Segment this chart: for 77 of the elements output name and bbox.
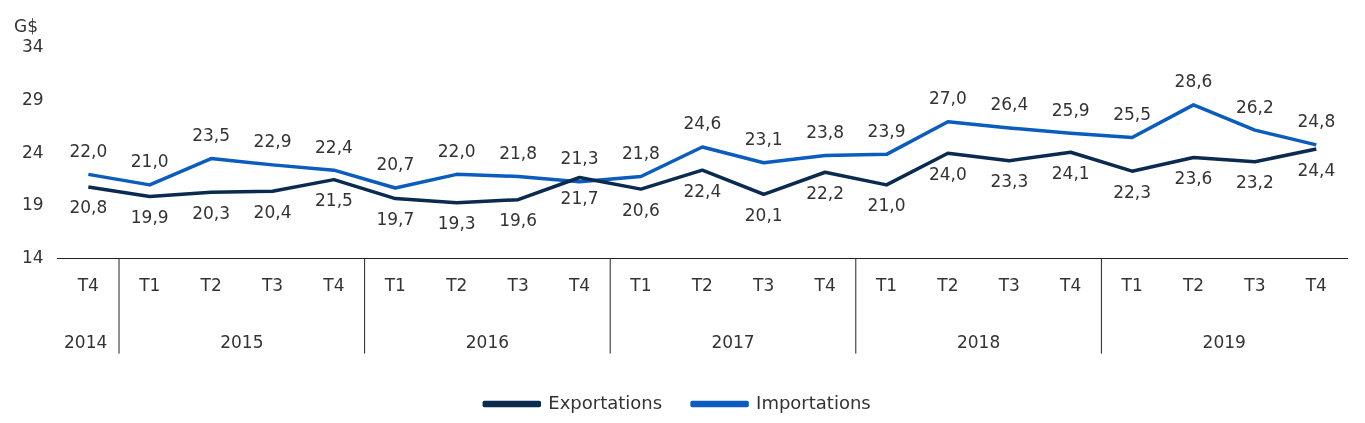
text: 2014 (64, 332, 108, 353)
x-tick-label: T3 (260, 275, 284, 296)
x-tick-label: T1 (138, 275, 161, 296)
x-tick-label: T4 (813, 275, 836, 296)
text: 2019 (1202, 332, 1246, 353)
data-label: 21,8 (499, 142, 538, 163)
text: 2016 (465, 332, 510, 353)
data-label: 24,1 (1051, 162, 1090, 183)
data-label: 22,4 (315, 136, 353, 157)
data-label: 22,0 (437, 140, 476, 161)
data-label: 19,9 (130, 206, 169, 227)
data-label: 22,9 (253, 131, 292, 152)
data-label: 21,0 (130, 151, 169, 172)
y-tick-label: 24 (21, 141, 44, 162)
x-tick-label: T1 (383, 275, 406, 296)
x-tick-label: T2 (690, 275, 713, 296)
data-label: 22,2 (806, 182, 845, 203)
legend-label: Exportations (548, 391, 663, 413)
data-label: 21,8 (621, 142, 660, 163)
data-label: 23,9 (867, 120, 906, 141)
data-label: 24,6 (683, 113, 722, 134)
x-tick-label: T4 (322, 275, 345, 296)
data-label: 19,3 (437, 213, 476, 234)
text: 2015 (220, 332, 264, 353)
x-tick-label: T1 (874, 275, 898, 296)
data-label: 21,3 (560, 148, 599, 169)
x-tick-label: T2 (1181, 275, 1205, 296)
text: 2018 (956, 332, 1001, 353)
data-label: 25,5 (1113, 103, 1152, 124)
data-label: 20,8 (69, 197, 108, 218)
data-label: 24,0 (928, 163, 967, 184)
y-axis-title: G$ (14, 16, 38, 37)
data-label: 20,3 (192, 202, 231, 223)
data-label: 27,0 (928, 88, 967, 109)
data-label: 21,7 (560, 187, 599, 208)
data-label: 24,8 (1297, 111, 1336, 132)
data-label: 20,4 (253, 201, 292, 222)
x-tick-label: T3 (506, 275, 529, 296)
data-label: 21,0 (867, 195, 906, 216)
data-label: 22,4 (683, 180, 722, 201)
data-label: 19,6 (499, 210, 538, 231)
data-label: 22,0 (69, 140, 108, 161)
x-tick-label: T3 (752, 275, 775, 296)
x-tick-label: T3 (1243, 275, 1266, 296)
x-tick-label: T1 (629, 275, 652, 296)
x-tick-label: T4 (1059, 275, 1082, 296)
legend-label: Importations (756, 391, 871, 413)
data-label: 23,6 (1174, 167, 1213, 188)
text: 2017 (711, 332, 755, 353)
data-label: 26,4 (990, 94, 1029, 115)
data-label: 23,2 (1235, 172, 1274, 193)
data-label: 28,6 (1174, 71, 1213, 92)
x-tick-label: T2 (199, 275, 222, 296)
x-tick-label: T1 (1120, 275, 1143, 296)
data-label: 20,1 (744, 204, 783, 225)
y-tick-label: 19 (21, 194, 44, 215)
data-label: 25,9 (1051, 99, 1090, 120)
data-label: 19,7 (376, 209, 415, 229)
y-tick-label: 34 (21, 36, 44, 57)
data-label: 26,2 (1235, 96, 1274, 117)
data-label: 23,8 (806, 121, 845, 142)
data-label: 23,1 (744, 129, 783, 150)
x-tick-label: T2 (936, 275, 959, 296)
data-label: 20,6 (621, 199, 660, 220)
data-label: 21,5 (315, 190, 353, 211)
data-label: 23,3 (990, 171, 1029, 192)
y-tick-label: 14 (21, 247, 44, 268)
x-tick-label: T2 (445, 275, 468, 296)
data-label: 24,4 (1297, 159, 1336, 180)
data-label: 20,7 (376, 154, 415, 175)
data-label: 22,3 (1113, 181, 1152, 202)
x-tick-label: T4 (1304, 275, 1327, 296)
x-tick-label: T4 (76, 275, 99, 296)
x-tick-label: T4 (567, 275, 591, 296)
y-tick-label: 29 (21, 89, 44, 110)
x-tick-label: T3 (997, 275, 1020, 296)
data-label: 23,5 (192, 124, 231, 145)
